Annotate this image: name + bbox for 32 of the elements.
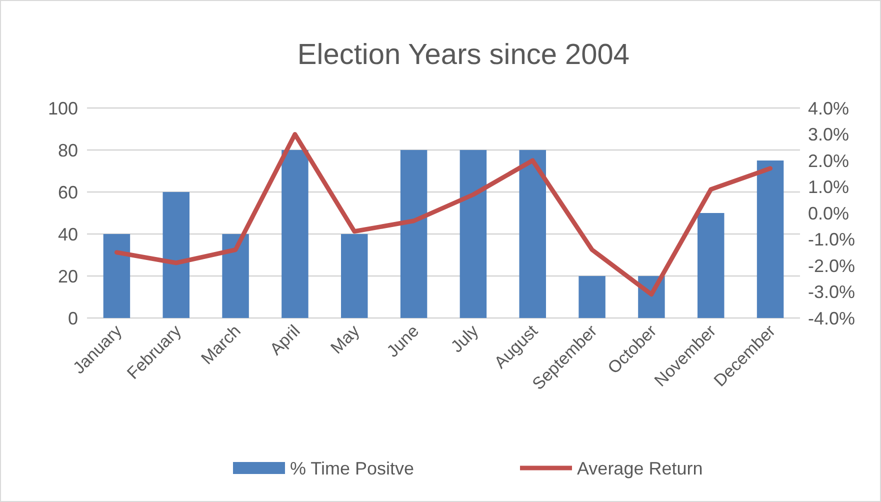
x-tick-label: May [327, 321, 364, 358]
bar [578, 276, 606, 318]
bar [460, 150, 487, 318]
y2-tick-label: 2.0% [808, 150, 850, 171]
y2-tick-label: -3.0% [808, 282, 856, 302]
y-tick-label: 100 [48, 98, 78, 118]
bar [222, 234, 249, 318]
y2-tick-label: 1.0% [808, 177, 850, 198]
legend-label: Average Return [577, 458, 703, 478]
bar [698, 213, 724, 318]
bar [519, 150, 546, 318]
y2-tick-label: 0.0% [808, 203, 850, 224]
y-tick-label: 0 [68, 308, 78, 328]
y-tick-label: 60 [58, 182, 78, 202]
chart-title: Election Years since 2004 [297, 39, 630, 71]
y-tick-label: 40 [58, 224, 78, 244]
y-tick-label: 20 [58, 266, 78, 286]
y2-tick-label: 3.0% [808, 124, 850, 145]
bar [400, 150, 428, 318]
line-series [114, 132, 773, 297]
y2-tick-label: -2.0% [808, 256, 856, 276]
x-tick-label: July [447, 321, 482, 356]
legend-label: % Time Positve [290, 458, 414, 478]
bar [162, 192, 190, 318]
y-tick-label: 80 [58, 140, 78, 160]
y2-tick-label: -1.0% [808, 230, 856, 250]
bar [756, 160, 784, 318]
bar [341, 234, 368, 318]
y2-tick-label: 4.0% [808, 98, 850, 118]
y2-tick-label: -4.0% [808, 308, 856, 328]
bar [282, 150, 308, 318]
bar [103, 234, 130, 318]
